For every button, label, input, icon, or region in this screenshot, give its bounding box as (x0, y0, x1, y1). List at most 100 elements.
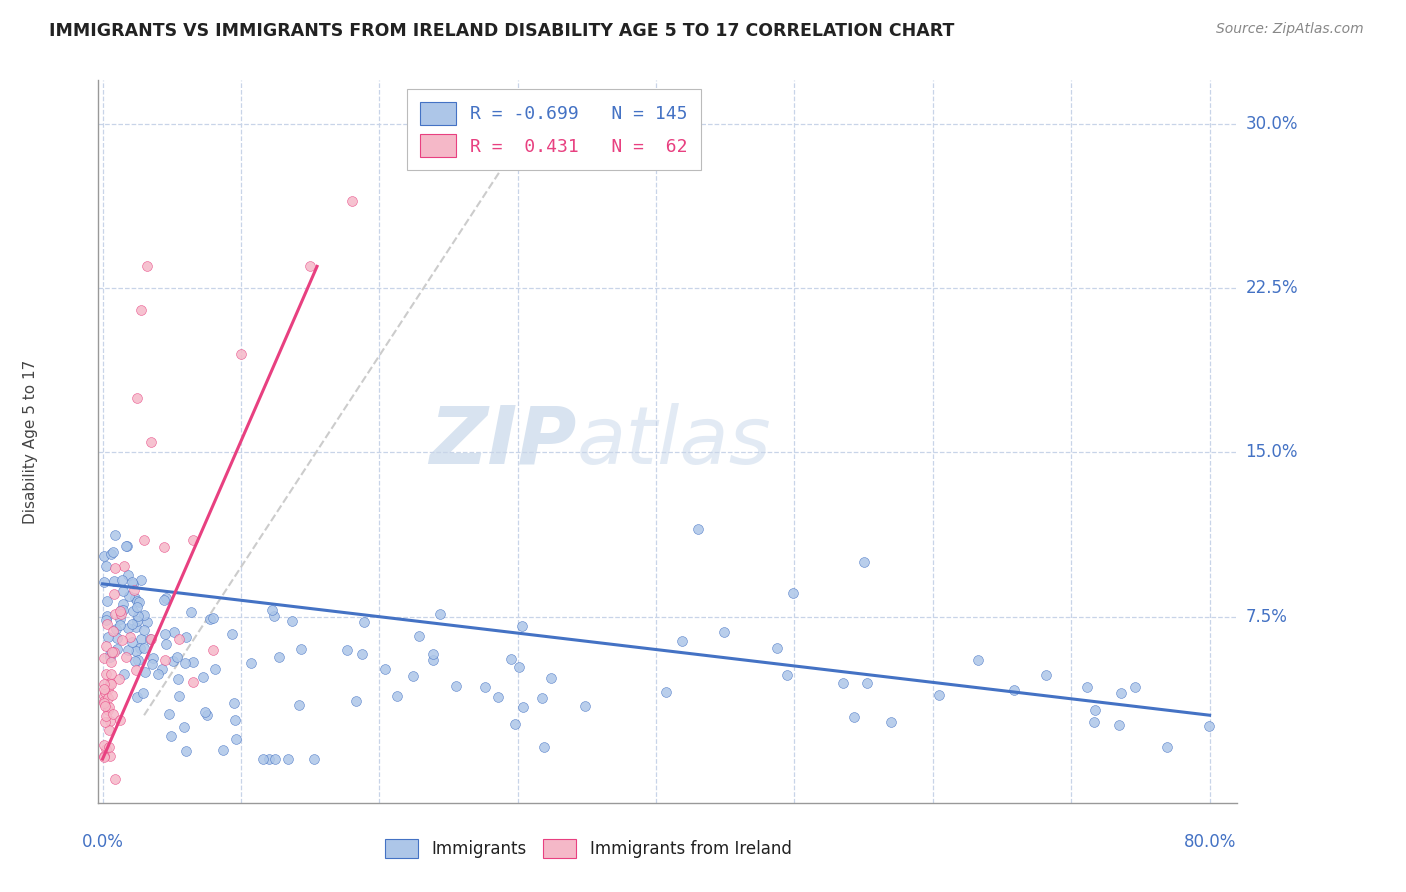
Point (122, 604, 145, 618)
Point (510, 619, 533, 633)
Point (107, 673, 129, 687)
Point (508, 660, 530, 674)
Point (108, 713, 131, 727)
Point (132, 624, 155, 638)
Text: 22.5%: 22.5% (1246, 279, 1298, 297)
Point (107, 641, 129, 656)
Point (118, 589, 141, 603)
Point (93, 681, 115, 696)
Point (93, 694, 115, 708)
Point (97, 723, 120, 738)
Point (104, 607, 127, 621)
Point (198, 612, 221, 626)
Point (222, 696, 245, 710)
Point (193, 671, 215, 685)
Point (163, 624, 186, 639)
Point (966, 653, 988, 667)
Point (831, 676, 853, 690)
Point (115, 540, 138, 554)
Point (129, 573, 152, 587)
Point (97, 700, 120, 714)
Point (444, 679, 467, 693)
Point (96, 593, 118, 607)
Point (512, 700, 534, 714)
Point (100, 655, 122, 669)
Point (98, 714, 121, 728)
Point (139, 434, 162, 449)
Point (193, 705, 215, 719)
Point (94, 741, 117, 756)
Point (281, 614, 304, 628)
Point (101, 624, 124, 638)
Point (128, 609, 150, 624)
Point (1198, 718, 1220, 732)
Point (408, 629, 430, 643)
Point (118, 630, 141, 644)
Point (132, 533, 155, 547)
Point (155, 637, 177, 651)
Point (104, 560, 127, 574)
Point (374, 662, 396, 676)
Point (212, 742, 235, 756)
Point (121, 575, 143, 590)
Point (776, 668, 799, 682)
Point (782, 585, 804, 599)
Point (1109, 686, 1132, 700)
Point (531, 691, 554, 706)
Point (121, 616, 143, 631)
Point (157, 706, 180, 721)
Point (150, 662, 173, 676)
Text: 7.5%: 7.5% (1246, 607, 1288, 625)
Point (166, 672, 188, 686)
Point (138, 632, 160, 647)
Point (302, 752, 325, 766)
Point (93, 750, 115, 764)
Point (928, 688, 950, 702)
Point (422, 652, 444, 666)
Point (125, 594, 148, 608)
Point (110, 602, 132, 616)
Point (131, 303, 153, 318)
Point (181, 675, 204, 690)
Point (103, 645, 125, 659)
Point (1035, 668, 1057, 682)
Point (229, 347, 252, 361)
Point (93, 739, 115, 753)
Point (132, 640, 155, 655)
Point (110, 607, 132, 622)
Point (125, 690, 148, 704)
Point (111, 603, 134, 617)
Point (402, 668, 425, 682)
Point (127, 614, 149, 628)
Text: IMMIGRANTS VS IMMIGRANTS FROM IRELAND DISABILITY AGE 5 TO 17 CORRELATION CHART: IMMIGRANTS VS IMMIGRANTS FROM IRELAND DI… (49, 22, 955, 40)
Point (148, 667, 170, 681)
Point (540, 671, 562, 685)
Point (655, 684, 678, 698)
Point (97, 630, 120, 644)
Point (124, 654, 146, 668)
Point (486, 690, 509, 705)
Point (93, 574, 115, 589)
Point (503, 716, 526, 731)
Point (125, 644, 148, 658)
Point (135, 615, 157, 630)
Point (96, 558, 118, 573)
Point (499, 652, 522, 666)
Point (1076, 680, 1098, 694)
Point (94, 698, 117, 713)
Point (1156, 740, 1178, 755)
Point (239, 657, 262, 671)
Point (152, 540, 174, 554)
Point (1002, 682, 1025, 697)
Point (141, 657, 163, 672)
Point (117, 621, 139, 635)
Point (125, 663, 148, 677)
Point (167, 632, 190, 646)
Point (98, 676, 121, 690)
Point (134, 665, 156, 679)
Point (221, 626, 243, 640)
Point (96, 617, 118, 632)
Point (257, 752, 280, 766)
Legend: Immigrants, Immigrants from Ireland: Immigrants, Immigrants from Ireland (377, 830, 800, 867)
Point (269, 649, 291, 664)
